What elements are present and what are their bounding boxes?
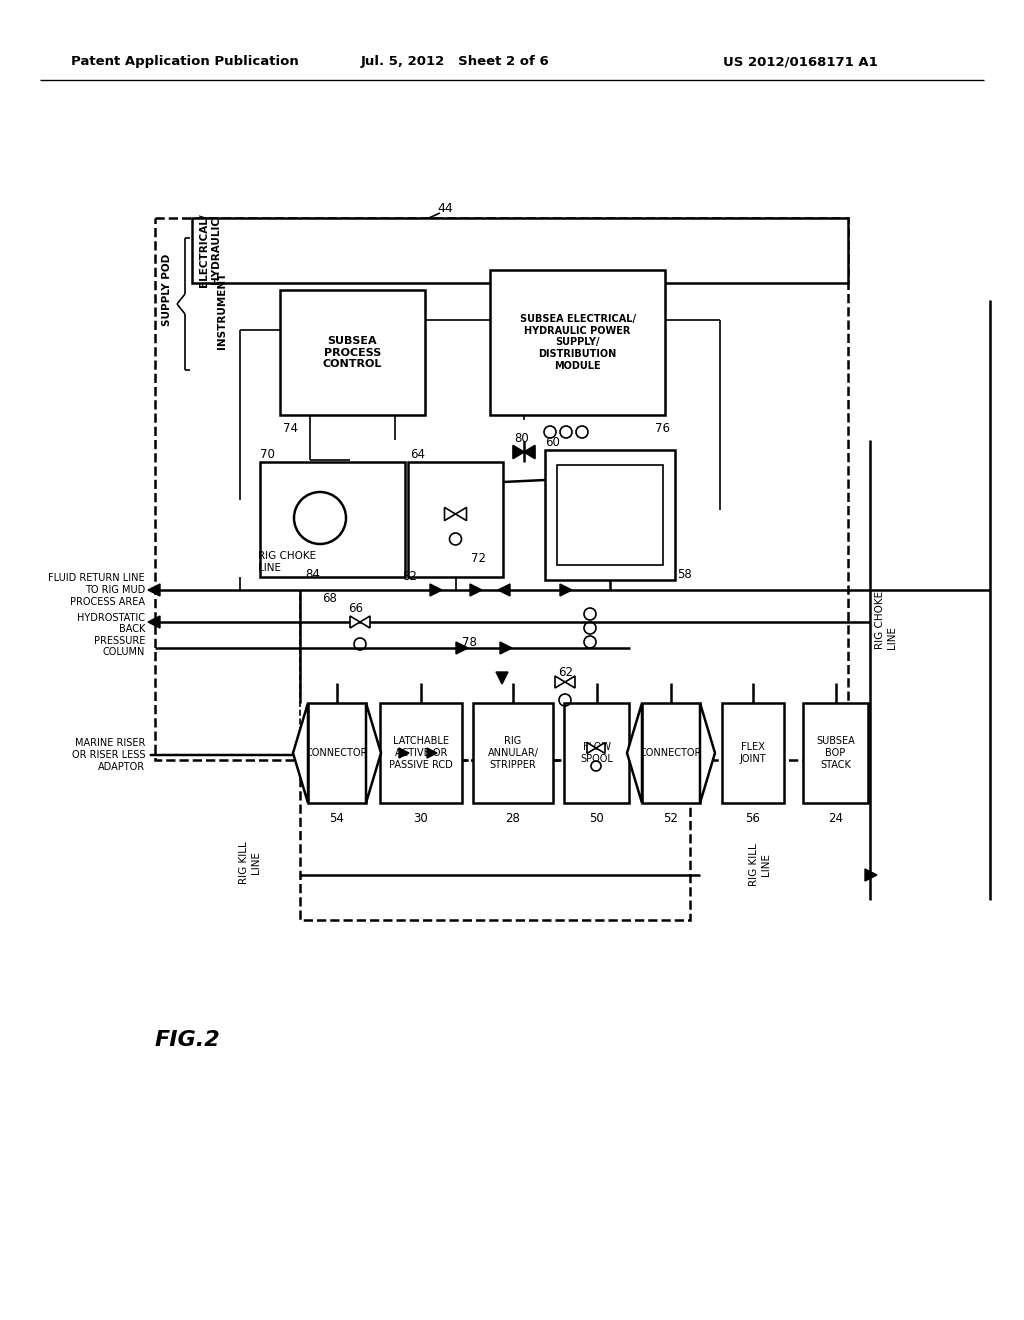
Bar <box>722 704 784 803</box>
Text: 24: 24 <box>828 813 843 825</box>
Text: 60: 60 <box>545 436 560 449</box>
Text: 28: 28 <box>506 813 520 825</box>
Polygon shape <box>513 445 524 458</box>
Text: INSTRUMENT: INSTRUMENT <box>217 272 227 348</box>
Bar <box>557 465 663 565</box>
Bar <box>545 450 675 579</box>
Text: 54: 54 <box>330 813 344 825</box>
Polygon shape <box>293 704 308 803</box>
Polygon shape <box>444 507 456 520</box>
Bar <box>280 290 425 414</box>
Polygon shape <box>498 583 510 597</box>
Text: SUBSEA ELECTRICAL/
HYDRAULIC POWER
SUPPLY/
DISTRIBUTION
MODULE: SUBSEA ELECTRICAL/ HYDRAULIC POWER SUPPL… <box>519 314 636 371</box>
Bar <box>642 704 700 803</box>
Bar <box>564 704 629 803</box>
Text: CONNECTOR: CONNECTOR <box>306 748 369 758</box>
Text: RIG KILL
LINE: RIG KILL LINE <box>750 843 771 886</box>
Text: US 2012/0168171 A1: US 2012/0168171 A1 <box>723 55 878 69</box>
Text: FLOW
SPOOL: FLOW SPOOL <box>580 742 613 764</box>
Text: MARINE RISER
OR RISER LESS
ADAPTOR: MARINE RISER OR RISER LESS ADAPTOR <box>72 738 145 772</box>
Text: FLUID RETURN LINE
TO RIG MUD
PROCESS AREA: FLUID RETURN LINE TO RIG MUD PROCESS ARE… <box>48 573 145 607</box>
Text: 82: 82 <box>402 570 417 583</box>
Polygon shape <box>496 672 508 684</box>
Bar <box>260 462 406 577</box>
Text: FIG.2: FIG.2 <box>155 1030 221 1049</box>
Bar <box>473 704 553 803</box>
Text: SUBSEA
PROCESS
CONTROL: SUBSEA PROCESS CONTROL <box>323 335 382 370</box>
Polygon shape <box>865 869 877 880</box>
Text: RIG CHOKE
LINE: RIG CHOKE LINE <box>874 591 897 649</box>
Text: 72: 72 <box>470 553 485 565</box>
Bar <box>155 218 848 760</box>
Polygon shape <box>470 583 482 597</box>
Polygon shape <box>627 704 642 803</box>
Text: 30: 30 <box>414 813 428 825</box>
Polygon shape <box>350 616 360 628</box>
Bar <box>490 271 665 414</box>
Text: RIG KILL
LINE: RIG KILL LINE <box>240 842 261 884</box>
Polygon shape <box>427 748 437 758</box>
Text: 78: 78 <box>462 636 477 649</box>
Text: ELECTRICAL/
HYDRAULIC: ELECTRICAL/ HYDRAULIC <box>200 214 221 286</box>
Text: 70: 70 <box>260 447 274 461</box>
Polygon shape <box>148 616 160 628</box>
Text: RIG
ANNULAR/
STRIPPER: RIG ANNULAR/ STRIPPER <box>487 737 539 770</box>
Polygon shape <box>399 748 409 758</box>
Text: HYDROSTATIC
BACK
PRESSURE
COLUMN: HYDROSTATIC BACK PRESSURE COLUMN <box>77 612 145 657</box>
Text: CONNECTOR: CONNECTOR <box>640 748 702 758</box>
Polygon shape <box>596 743 605 754</box>
Text: 56: 56 <box>745 813 761 825</box>
Polygon shape <box>560 583 572 597</box>
Bar <box>193 218 848 282</box>
Text: 52: 52 <box>664 813 679 825</box>
Polygon shape <box>430 583 442 597</box>
Text: 58: 58 <box>677 569 692 582</box>
Bar <box>408 462 503 577</box>
Polygon shape <box>700 704 715 803</box>
Text: SUPPLY POD: SUPPLY POD <box>162 253 172 326</box>
Polygon shape <box>565 676 575 688</box>
Polygon shape <box>500 642 512 653</box>
Text: Patent Application Publication: Patent Application Publication <box>71 55 299 69</box>
Bar <box>300 760 690 920</box>
Text: 66: 66 <box>348 602 362 615</box>
Text: 74: 74 <box>283 421 298 434</box>
Polygon shape <box>456 507 467 520</box>
Text: Jul. 5, 2012   Sheet 2 of 6: Jul. 5, 2012 Sheet 2 of 6 <box>360 55 549 69</box>
Text: 76: 76 <box>655 421 670 434</box>
Text: 64: 64 <box>410 447 425 461</box>
Polygon shape <box>524 445 535 458</box>
Polygon shape <box>587 743 596 754</box>
Text: RIG CHOKE
LINE: RIG CHOKE LINE <box>258 552 316 573</box>
Text: SUBSEA
BOP
STACK: SUBSEA BOP STACK <box>816 737 855 770</box>
Bar <box>308 704 366 803</box>
Text: FLEX
JOINT: FLEX JOINT <box>739 742 766 764</box>
Polygon shape <box>360 616 370 628</box>
Polygon shape <box>555 676 565 688</box>
Text: 62: 62 <box>558 665 573 678</box>
Text: LATCHABLE
ACTIVE OR
PASSIVE RCD: LATCHABLE ACTIVE OR PASSIVE RCD <box>389 737 453 770</box>
Text: 80: 80 <box>515 432 529 445</box>
Text: 50: 50 <box>589 813 604 825</box>
Polygon shape <box>148 583 160 597</box>
Polygon shape <box>366 704 381 803</box>
Text: 68: 68 <box>323 591 337 605</box>
Polygon shape <box>456 642 468 653</box>
Text: 84: 84 <box>305 569 319 582</box>
Bar <box>380 704 462 803</box>
Bar <box>803 704 868 803</box>
Text: 44: 44 <box>437 202 453 214</box>
